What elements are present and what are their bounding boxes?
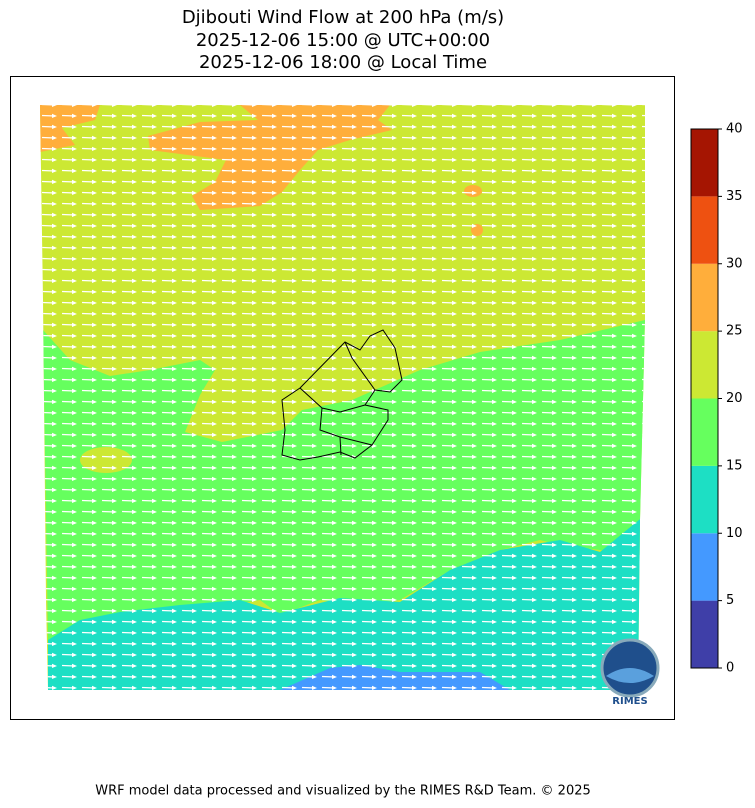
colorbar-segment: [691, 600, 718, 668]
logo-text: RIMES: [612, 696, 647, 707]
country-border: [281, 329, 403, 461]
colorbar-tick-label: 15: [726, 458, 743, 473]
colorbar-tick-label: 30: [726, 256, 743, 271]
logo: RIMES: [600, 638, 660, 707]
colorbar-segment: [691, 465, 718, 534]
colorbar-tick-label: 20: [726, 391, 743, 406]
wind-arrows: [40, 105, 645, 690]
colorbar-segment: [691, 196, 718, 264]
title-line: 2025-12-06 15:00 @ UTC+00:00: [196, 30, 490, 51]
colorbar: 0 5 10 15 20 25 30 35 40: [690, 122, 743, 676]
colorbar-segment: [691, 398, 718, 466]
colorbar-segment: [691, 263, 718, 332]
colorbar-tick-label: 25: [726, 324, 743, 339]
footer: WRF model data processed and visualized …: [95, 784, 591, 799]
title-line: Djibouti Wind Flow at 200 hPa (m/s): [182, 7, 504, 28]
colorbar-tick-label: 40: [726, 122, 743, 137]
wind-field: [40, 105, 645, 690]
colorbar-segment: [691, 129, 718, 197]
colorbar-tick-label: 5: [726, 593, 734, 608]
title-line: 2025-12-06 18:00 @ Local Time: [199, 52, 487, 73]
colorbar-segment: [691, 331, 718, 399]
colorbar-tick-label: 35: [726, 189, 743, 204]
map-frame: [10, 76, 675, 720]
colorbar-segment: [691, 533, 718, 601]
colorbar-tick-label: 10: [726, 526, 743, 541]
colorbar-tick-label: 0: [726, 661, 734, 676]
